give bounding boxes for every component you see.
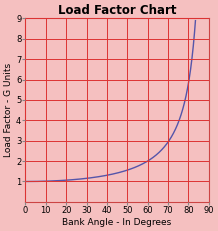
X-axis label: Bank Angle - In Degrees: Bank Angle - In Degrees [62, 218, 172, 227]
Title: Load Factor Chart: Load Factor Chart [58, 4, 176, 17]
Y-axis label: Load Factor - G Units: Load Factor - G Units [4, 63, 13, 157]
